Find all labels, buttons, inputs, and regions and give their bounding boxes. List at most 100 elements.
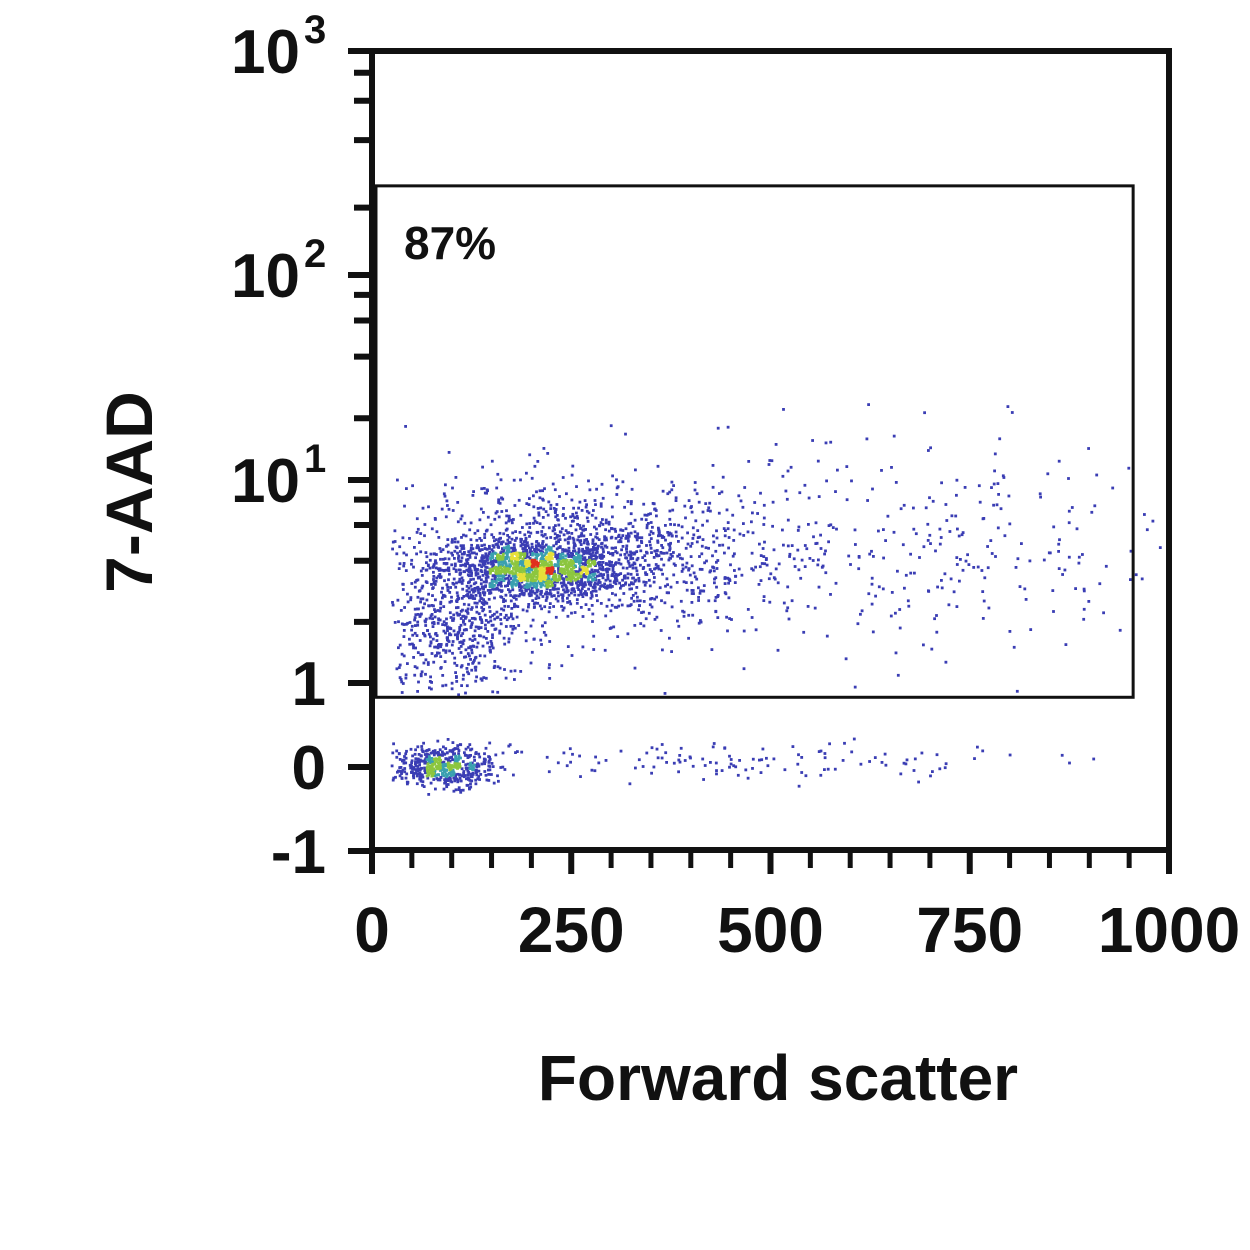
data-point bbox=[607, 522, 611, 526]
data-point bbox=[433, 749, 437, 752]
data-point bbox=[410, 761, 413, 765]
data-point bbox=[468, 779, 472, 782]
data-point bbox=[477, 546, 480, 550]
data-point bbox=[429, 675, 432, 679]
data-point bbox=[571, 512, 575, 516]
data-point bbox=[465, 667, 469, 670]
data-point bbox=[622, 584, 625, 587]
data-point bbox=[461, 579, 465, 582]
data-point bbox=[819, 749, 823, 753]
data-point bbox=[421, 780, 425, 784]
data-point bbox=[498, 537, 501, 541]
data-point bbox=[489, 640, 493, 643]
data-point bbox=[499, 581, 502, 585]
data-point bbox=[642, 502, 646, 506]
data-point bbox=[484, 619, 488, 622]
data-point bbox=[470, 621, 474, 625]
data-point bbox=[573, 611, 577, 614]
data-point bbox=[602, 585, 606, 588]
data-point bbox=[468, 654, 471, 658]
data-point bbox=[553, 532, 557, 536]
data-point bbox=[423, 753, 427, 756]
data-point bbox=[449, 586, 452, 589]
data-point bbox=[435, 634, 439, 637]
data-point bbox=[636, 535, 639, 538]
data-point bbox=[579, 561, 583, 564]
data-point bbox=[484, 585, 487, 589]
data-point bbox=[485, 566, 489, 569]
data-point bbox=[1082, 617, 1086, 621]
data-point bbox=[569, 524, 573, 528]
data-point bbox=[651, 502, 655, 505]
data-point bbox=[408, 621, 412, 624]
data-point bbox=[642, 610, 645, 614]
data-point bbox=[445, 785, 449, 789]
data-point bbox=[567, 565, 571, 569]
data-point bbox=[420, 574, 424, 577]
data-point bbox=[582, 528, 585, 532]
data-point bbox=[1074, 587, 1077, 590]
data-point bbox=[585, 503, 588, 507]
data-point bbox=[535, 567, 539, 571]
data-point bbox=[474, 668, 478, 672]
data-point bbox=[546, 592, 549, 595]
data-point bbox=[904, 762, 908, 766]
data-point bbox=[507, 616, 511, 620]
data-point bbox=[514, 551, 518, 555]
data-point bbox=[473, 638, 477, 641]
data-point bbox=[484, 559, 487, 563]
data-point bbox=[584, 549, 588, 553]
data-point bbox=[1067, 477, 1070, 480]
data-point bbox=[471, 639, 474, 642]
data-point bbox=[478, 616, 482, 619]
data-point bbox=[488, 757, 492, 761]
data-point bbox=[530, 476, 534, 480]
data-point bbox=[543, 554, 547, 558]
data-point bbox=[443, 762, 446, 766]
data-point bbox=[455, 591, 459, 595]
data-point bbox=[678, 553, 681, 557]
data-point bbox=[510, 570, 514, 573]
data-point bbox=[476, 585, 480, 589]
data-point bbox=[926, 522, 930, 526]
data-point bbox=[457, 559, 461, 563]
data-point bbox=[528, 574, 531, 577]
data-point bbox=[432, 778, 436, 781]
gate-rectangle[interactable] bbox=[374, 184, 1135, 699]
data-point bbox=[693, 575, 697, 579]
data-point bbox=[599, 584, 602, 588]
data-point bbox=[442, 562, 446, 565]
data-point bbox=[436, 621, 440, 625]
data-point bbox=[484, 746, 488, 750]
data-point bbox=[656, 566, 659, 569]
data-point bbox=[538, 522, 542, 526]
data-point bbox=[507, 517, 511, 520]
data-point bbox=[537, 561, 540, 565]
data-point bbox=[530, 578, 533, 582]
data-point bbox=[628, 587, 632, 591]
data-point bbox=[439, 666, 443, 670]
data-point bbox=[542, 534, 545, 538]
data-point bbox=[819, 533, 822, 537]
data-point bbox=[726, 527, 730, 531]
data-point bbox=[424, 617, 428, 621]
data-point bbox=[414, 762, 417, 766]
data-point bbox=[617, 558, 621, 562]
data-point bbox=[798, 491, 802, 495]
data-point bbox=[421, 567, 425, 570]
data-point bbox=[751, 531, 755, 535]
data-point bbox=[907, 604, 911, 608]
data-point bbox=[703, 764, 707, 767]
data-point bbox=[518, 556, 522, 560]
data-point bbox=[948, 530, 952, 533]
data-point bbox=[444, 764, 448, 768]
data-point bbox=[468, 567, 472, 571]
data-point bbox=[494, 568, 498, 572]
data-point bbox=[706, 509, 710, 512]
data-point bbox=[453, 779, 457, 783]
data-point bbox=[504, 542, 508, 546]
data-point bbox=[674, 564, 677, 567]
data-point bbox=[495, 586, 499, 590]
data-point bbox=[499, 551, 503, 555]
